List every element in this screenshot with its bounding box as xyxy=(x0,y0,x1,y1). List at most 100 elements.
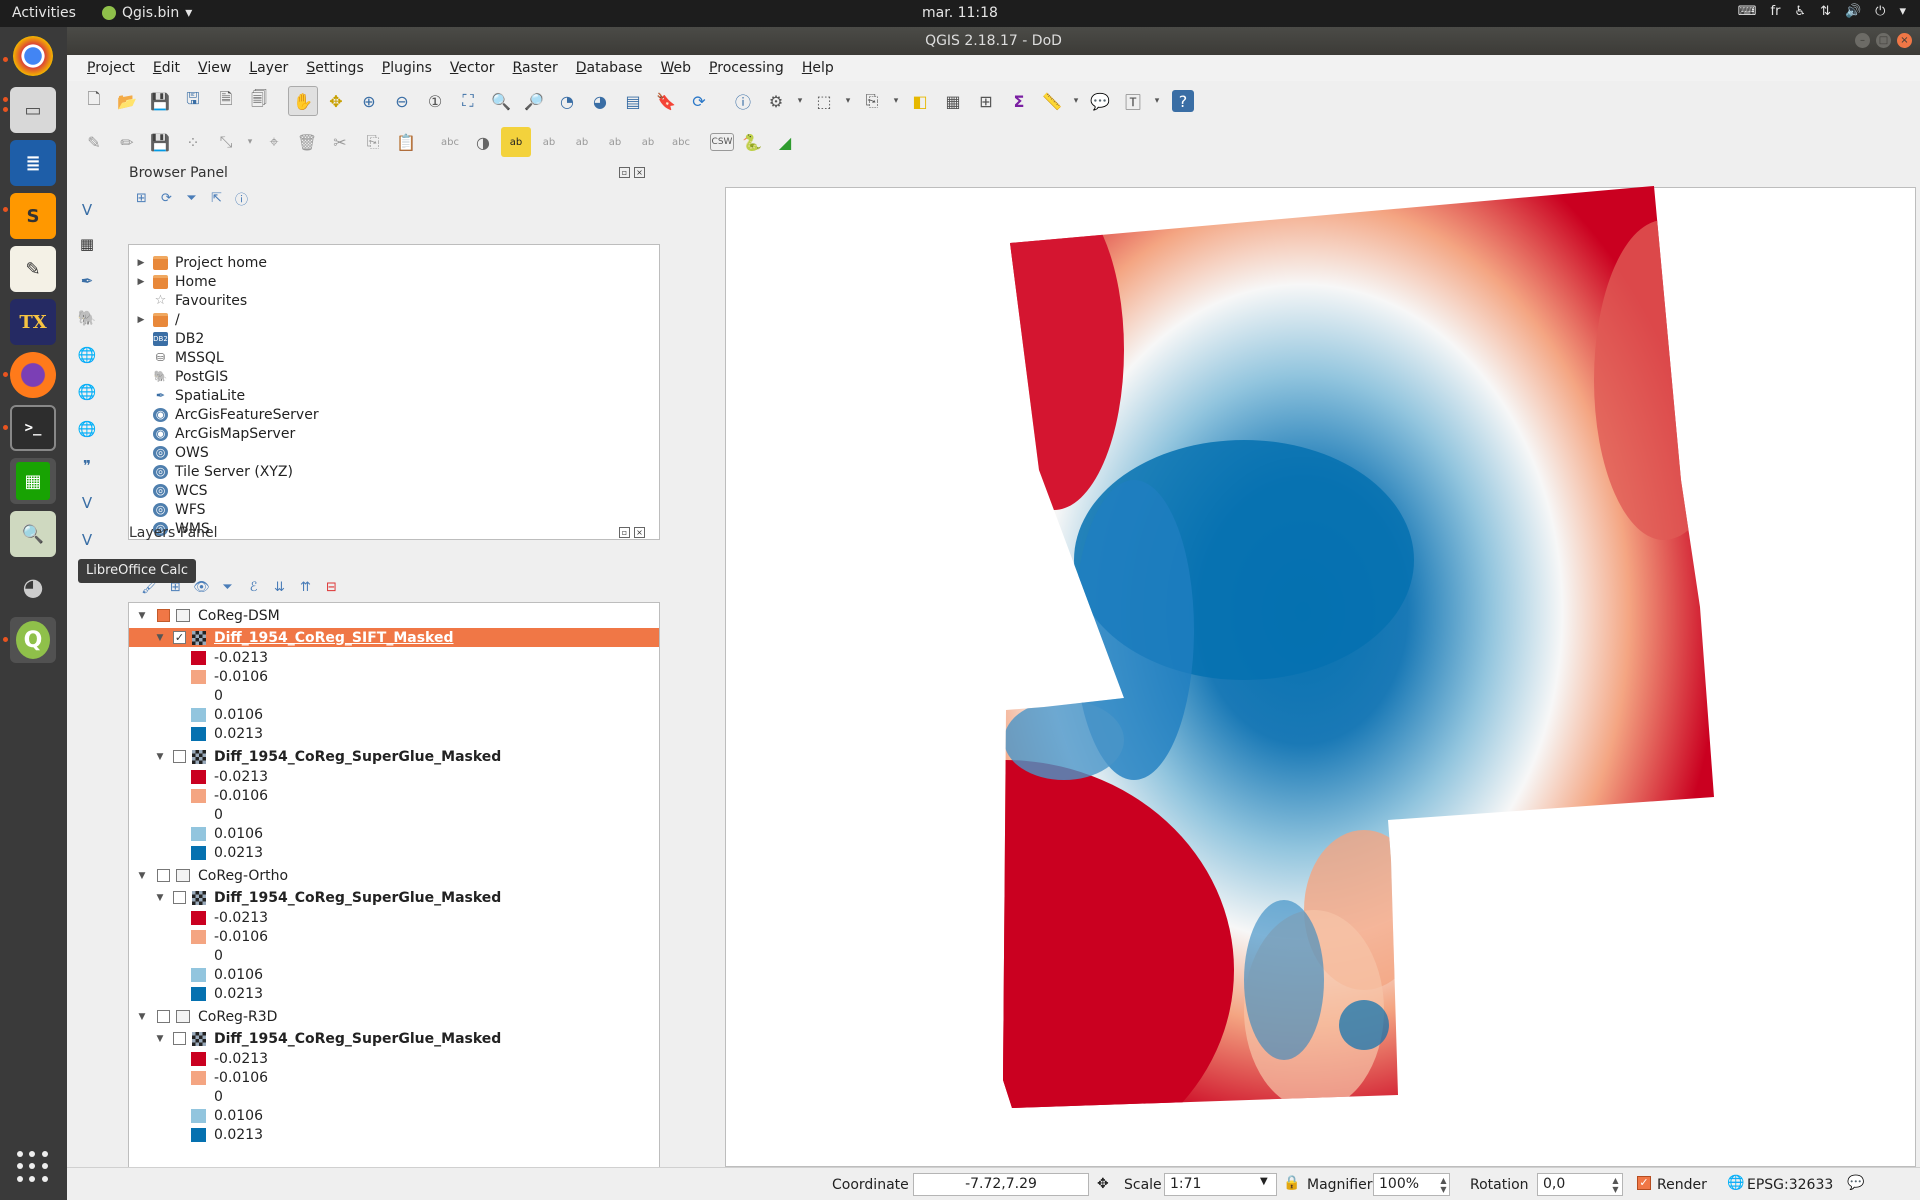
pin-labels-icon[interactable]: ab xyxy=(501,127,531,157)
browser-item[interactable]: 🐘 PostGIS xyxy=(129,367,229,386)
add-wfs-layer-icon[interactable]: 🌐 xyxy=(77,420,97,438)
menu-vector[interactable]: Vector xyxy=(449,60,495,76)
rotation-field[interactable]: 0,0 xyxy=(1537,1173,1623,1196)
zoom-full-icon[interactable]: ⛶ xyxy=(462,91,474,110)
gimp-launcher-icon[interactable]: ◕ xyxy=(22,573,44,601)
menu-raster[interactable]: Raster xyxy=(512,60,558,76)
layer-visibility-checkbox[interactable] xyxy=(173,1032,186,1045)
magnifier-field[interactable]: 100% xyxy=(1373,1173,1450,1196)
legend-entry[interactable]: 0.0106 xyxy=(129,1106,659,1125)
move-label-icon[interactable]: ab xyxy=(575,136,589,148)
manage-visibility-icon[interactable]: 👁 xyxy=(193,580,210,595)
toggle-editing-icon[interactable]: ✏ xyxy=(120,132,134,152)
collapse-all-icon[interactable]: ⇈ xyxy=(300,580,311,595)
menu-help[interactable]: Help xyxy=(801,60,834,76)
statistics-icon[interactable]: Σ xyxy=(1013,91,1025,111)
legend-entry[interactable]: 0.0213 xyxy=(129,984,659,1003)
deselect-icon[interactable]: ◧ xyxy=(912,91,928,111)
chevron-down-icon[interactable]: ▾ xyxy=(1899,4,1906,19)
layer-diagram-icon[interactable]: ◑ xyxy=(476,132,490,152)
refresh-icon[interactable]: ⟳ xyxy=(161,191,172,206)
layer-item[interactable]: ▼ Diff_1954_CoReg_SuperGlue_Masked xyxy=(129,747,659,766)
legend-entry[interactable]: 0 xyxy=(129,805,659,824)
menu-settings[interactable]: Settings xyxy=(306,60,364,76)
csw-icon[interactable]: CSW xyxy=(710,133,734,151)
browser-item[interactable]: ✒ SpatiaLite xyxy=(129,386,245,405)
layer-item[interactable]: ▼ Diff_1954_CoReg_SuperGlue_Masked xyxy=(129,888,659,907)
browser-item[interactable]: ◉ ArcGisMapServer xyxy=(129,424,295,443)
zoom-last-icon[interactable]: ◔ xyxy=(560,91,574,111)
browser-item[interactable]: ☆ Favourites xyxy=(129,291,247,310)
close-panel-icon[interactable]: × xyxy=(634,527,645,538)
text-editor-launcher-icon[interactable]: ✎ xyxy=(10,246,56,292)
open-project-icon[interactable]: 📂 xyxy=(117,91,137,111)
browser-item[interactable]: ◎ OWS xyxy=(129,443,209,462)
zoom-out-icon[interactable]: ⊖ xyxy=(395,91,409,111)
close-icon[interactable]: × xyxy=(1897,33,1912,48)
add-virtual-layer-icon[interactable]: V xyxy=(81,494,93,512)
chrome-launcher-icon[interactable] xyxy=(13,36,53,76)
group-visibility-checkbox[interactable] xyxy=(157,609,170,622)
add-vector-layer-icon[interactable]: V xyxy=(81,201,93,219)
menu-database[interactable]: Database xyxy=(575,60,643,76)
help-icon[interactable]: ? xyxy=(1172,90,1194,112)
crs-globe-icon[interactable]: 🌐 xyxy=(1727,1175,1745,1191)
menu-plugins[interactable]: Plugins xyxy=(381,60,432,76)
legend-entry[interactable]: 0.0106 xyxy=(129,705,659,724)
texmaker-launcher-icon[interactable]: TX xyxy=(10,299,56,345)
menu-view[interactable]: View xyxy=(198,60,232,76)
browser-item[interactable]: ▶ Project home xyxy=(129,253,268,272)
firefox-launcher-icon[interactable] xyxy=(10,352,56,398)
browser-item[interactable]: ◎ WFS xyxy=(129,500,206,519)
legend-entry[interactable]: 0.0106 xyxy=(129,824,659,843)
label-properties-icon[interactable]: abc xyxy=(672,136,690,148)
filter-expression-icon[interactable]: ℰ xyxy=(249,580,258,595)
group-visibility-checkbox[interactable] xyxy=(157,1010,170,1023)
move-feature-icon[interactable]: ⤡ xyxy=(219,132,233,151)
add-wcs-layer-icon[interactable]: 🌐 xyxy=(77,383,97,401)
expand-arrow-icon[interactable]: ▶ xyxy=(137,276,145,287)
coordinate-field[interactable]: -7.72,7.29 xyxy=(913,1173,1089,1196)
collapse-arrow-icon[interactable]: ▼ xyxy=(156,892,164,903)
save-as-icon[interactable]: 🖫 xyxy=(186,88,200,108)
keyboard-layout[interactable]: fr xyxy=(1770,4,1781,19)
legend-entry[interactable]: 0.0213 xyxy=(129,724,659,743)
select-by-value-icon[interactable]: ⎘ xyxy=(865,91,879,110)
close-panel-icon[interactable]: × xyxy=(634,167,645,178)
composer-manager-icon[interactable]: 🗐 xyxy=(251,88,267,108)
collapse-arrow-icon[interactable]: ▼ xyxy=(138,1011,146,1022)
browser-item[interactable]: ▶ Home xyxy=(129,272,217,291)
writer-launcher-icon[interactable]: ≣ xyxy=(10,140,56,186)
add-spatialite-layer-icon[interactable]: ✒ xyxy=(80,272,94,290)
legend-entry[interactable]: -0.0106 xyxy=(129,927,659,946)
layer-visibility-checkbox[interactable] xyxy=(173,750,186,763)
legend-entry[interactable]: -0.0213 xyxy=(129,648,659,667)
qgis-launcher-icon[interactable]: Q xyxy=(10,617,56,663)
layer-group[interactable]: ▼ CoReg-R3D xyxy=(129,1007,659,1026)
browser-item[interactable]: ▶ / xyxy=(129,310,180,329)
browser-item[interactable]: ⛁ MSSQL xyxy=(129,348,224,367)
python-console-icon[interactable]: 🐍 xyxy=(742,132,762,152)
add-group-icon[interactable]: ⊞ xyxy=(170,580,181,595)
group-visibility-checkbox[interactable] xyxy=(157,869,170,882)
sublime-launcher-icon[interactable]: S xyxy=(10,193,56,239)
text-annotation-icon[interactable]: 🅃 xyxy=(1124,93,1141,112)
rotation-spinner[interactable]: ▲ ▼ xyxy=(1612,1175,1619,1194)
bookmark-icon[interactable]: 🔖 xyxy=(656,91,676,111)
collapse-arrow-icon[interactable]: ▼ xyxy=(156,632,164,643)
legend-entry[interactable]: 0.0213 xyxy=(129,1125,659,1144)
layer-group[interactable]: ▼ CoReg-DSM xyxy=(129,606,659,625)
collapse-arrow-icon[interactable]: ▼ xyxy=(156,751,164,762)
legend-entry[interactable]: -0.0106 xyxy=(129,786,659,805)
layer-item[interactable]: ▼ Diff_1954_CoReg_SuperGlue_Masked xyxy=(129,1029,659,1048)
expand-all-icon[interactable]: ⇊ xyxy=(274,580,285,595)
legend-entry[interactable]: -0.0213 xyxy=(129,767,659,786)
render-checkbox[interactable]: ✓ xyxy=(1637,1176,1651,1190)
legend-entry[interactable]: 0 xyxy=(129,686,659,705)
layer-visibility-checkbox[interactable]: ✓ xyxy=(173,631,186,644)
pan-to-selection-icon[interactable]: ✥ xyxy=(329,91,343,111)
crs-label[interactable]: EPSG:32633 xyxy=(1747,1177,1834,1193)
identify-icon[interactable]: ⓘ xyxy=(734,93,751,112)
add-wms-layer-icon[interactable]: 🌐 xyxy=(77,346,97,364)
filter-icon[interactable]: ⏷ xyxy=(186,191,197,206)
